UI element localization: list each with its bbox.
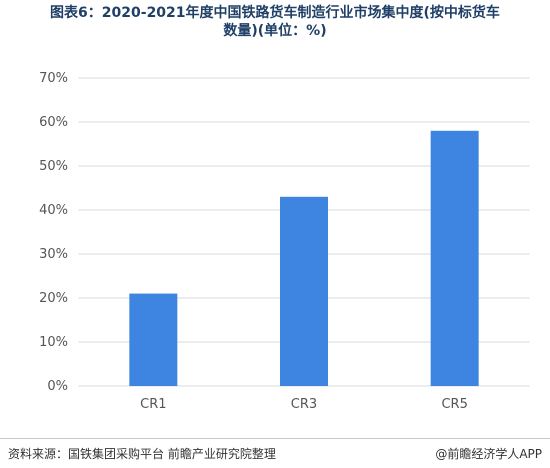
y-tick-label: 30%	[39, 247, 68, 262]
y-tick-label: 0%	[47, 379, 68, 394]
y-tick-label: 40%	[39, 203, 68, 218]
y-tick-label: 10%	[39, 335, 68, 350]
source-note: 资料来源：国铁集团采购平台 前瞻产业研究院整理	[8, 447, 276, 461]
chart-title-line-2: 数量)(单位：%)	[223, 23, 327, 39]
bar	[280, 196, 328, 386]
chart-title: 图表6：2020-2021年度中国铁路货车制造行业市场集中度(按中标货车 数量)…	[0, 4, 550, 40]
x-category-label: CR1	[140, 397, 166, 412]
brand-label: @前瞻经济学人APP	[435, 447, 542, 461]
x-category-label: CR3	[291, 397, 317, 412]
footer: 资料来源：国铁集团采购平台 前瞻产业研究院整理 @前瞻经济学人APP	[0, 438, 550, 468]
bar	[129, 293, 178, 386]
bar-chart: 0% 10% 20% 30% 40% 50% 60% 70% CR1 CR3 CR5	[39, 71, 530, 412]
bar	[430, 130, 479, 386]
x-category-label: CR5	[441, 397, 467, 412]
chart-title-line-1: 图表6：2020-2021年度中国铁路货车制造行业市场集中度(按中标货车	[50, 5, 500, 21]
y-tick-label: 50%	[39, 159, 68, 174]
y-tick-label: 70%	[39, 71, 68, 86]
y-tick-label: 20%	[39, 291, 68, 306]
y-tick-label: 60%	[39, 115, 68, 130]
